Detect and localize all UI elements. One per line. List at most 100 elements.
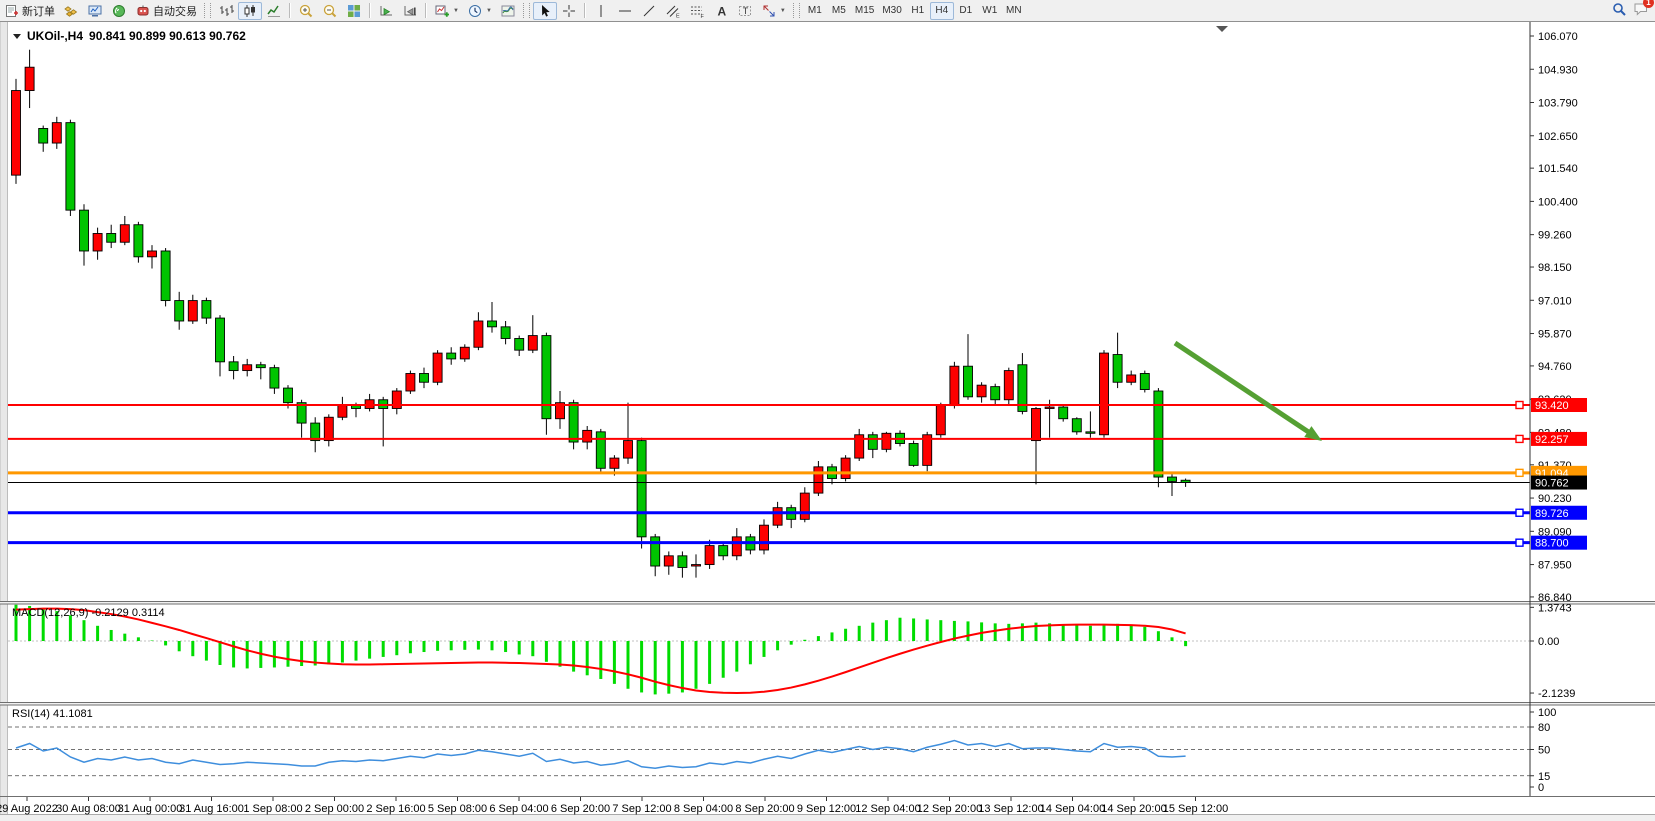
zoom-out-button[interactable] [318,2,342,20]
candle-chart-type-button[interactable] [238,1,262,20]
arrows-button[interactable]: ▼ [757,2,790,20]
tile-windows-button[interactable] [342,2,366,20]
rsi-axis-tick-label: 80 [1538,722,1550,734]
candle-body [623,440,633,459]
chat-button[interactable]: 1 [1633,0,1654,20]
candle-body [854,434,865,459]
data-window-button[interactable] [83,2,107,20]
tf-h1-button[interactable]: H1 [906,2,930,20]
candle-body [1099,352,1109,436]
candle-body [133,224,144,258]
price-line-badge [1531,431,1587,446]
tf-h4-button-label: H4 [935,5,949,16]
channel-button[interactable]: E [661,2,685,20]
dropdown-arrow-icon[interactable]: ▼ [779,7,786,14]
line-handle[interactable] [1515,468,1524,478]
chart-canvas[interactable]: 106.070 104.930 103.790 102.650 101.540 100.4… [0,21,1655,821]
textA-icon: A [717,4,726,18]
candle-body [582,429,593,443]
dropdown-arrow-icon[interactable]: ▼ [453,7,459,14]
new-chart-button[interactable]: ▼ [430,2,463,20]
tf-m5-button-label: M5 [831,5,846,16]
vline-icon [600,4,602,17]
gold-icon [64,5,78,17]
tf-m30-button[interactable]: M30 [878,2,905,20]
notification-badge: 1 [1643,0,1654,8]
market-watch-button[interactable] [59,2,83,20]
line-handle[interactable] [1515,400,1524,410]
candle-body [160,250,171,302]
price-axis-tick-label: 95.870 [1538,329,1572,341]
candle-body [718,545,729,557]
chart-shift-button[interactable] [398,2,422,20]
vertical-line-button[interactable] [589,2,613,20]
symbol-dropdown-icon[interactable] [13,33,21,39]
candle-body [609,457,620,469]
panel-separator[interactable] [0,702,1655,706]
tf-m15-button[interactable]: M15 [851,2,878,20]
new-order-button[interactable]: 新订单 [0,2,59,20]
trend-arrow-line[interactable] [1173,340,1314,437]
auto-scroll-button[interactable] [374,2,398,20]
price-axis-tick-label: 98.150 [1538,262,1572,274]
periods-button[interactable]: ▼ [463,2,496,20]
rsi-axis-tick-label: 0 [1538,782,1544,794]
text-button[interactable]: A [709,2,733,20]
candle-body [1058,406,1069,420]
label-button[interactable]: T [733,2,757,20]
candle-body [11,90,21,176]
toolbar-separator [583,3,586,18]
tf-d1-button[interactable]: D1 [954,2,978,20]
candle-body [174,300,185,322]
cursor-icon [541,4,550,17]
tf-m1-button[interactable]: M1 [803,2,827,20]
zoom-in-button[interactable] [294,2,318,20]
templates-button[interactable] [496,2,520,20]
horizontal-line-button[interactable] [613,2,637,20]
panel-separator[interactable] [0,601,1655,605]
macd-axis-tick-label: 1.3743 [1538,602,1572,614]
search-button[interactable] [1611,1,1627,20]
price-axis-tick-label: 100.400 [1538,196,1578,208]
trendline-button[interactable] [637,2,661,20]
bars-icon [220,4,234,16]
candle-body [24,66,35,91]
trend-arrow-head[interactable] [1304,426,1322,441]
autotrade-button[interactable]: 自动交易 [131,2,201,20]
bar-chart-type-button[interactable] [214,2,238,20]
line-chart-type-button[interactable] [262,2,286,20]
fibonacci-button[interactable]: F [685,2,709,20]
candle-body [935,405,946,436]
window-bottom-edge [0,814,1655,821]
price-line-badge [1531,505,1587,520]
cursor-button[interactable] [532,1,557,20]
candle-body [731,536,742,557]
broadcast-icon [113,4,125,17]
zoomout-icon [323,4,337,17]
tf-h4-button[interactable]: H4 [929,1,954,20]
rsi-line [15,739,1186,770]
tf-mn-button[interactable]: MN [1002,2,1026,20]
line-handle[interactable] [1515,508,1524,517]
tf-m5-button[interactable]: M5 [827,2,851,20]
chart-shift-marker[interactable] [1216,26,1228,32]
price-line-badge-label: 89.726 [1535,508,1569,520]
dropdown-arrow-icon[interactable]: ▼ [485,7,492,14]
tf-w1-button-label: W1 [982,5,998,16]
line-handle[interactable] [1515,434,1524,444]
time-axis-label: 30 Aug 08:00 [56,803,121,815]
autoscroll-icon [380,5,392,15]
crosshair-button[interactable] [557,2,581,20]
candle-body [419,373,429,383]
time-axis-label: 8 Sep 04:00 [674,803,733,815]
price-line-badge [1531,535,1587,550]
price-axis-tick-label: 104.930 [1538,64,1578,76]
candle-body [1139,373,1150,390]
alerts-button[interactable] [107,2,131,20]
tf-h1-button-label: H1 [911,5,925,16]
candle-body [1153,390,1164,478]
line-handle[interactable] [1515,538,1524,547]
candle-body [555,402,565,420]
tf-w1-button[interactable]: W1 [978,2,1002,20]
candle-body [310,422,321,442]
